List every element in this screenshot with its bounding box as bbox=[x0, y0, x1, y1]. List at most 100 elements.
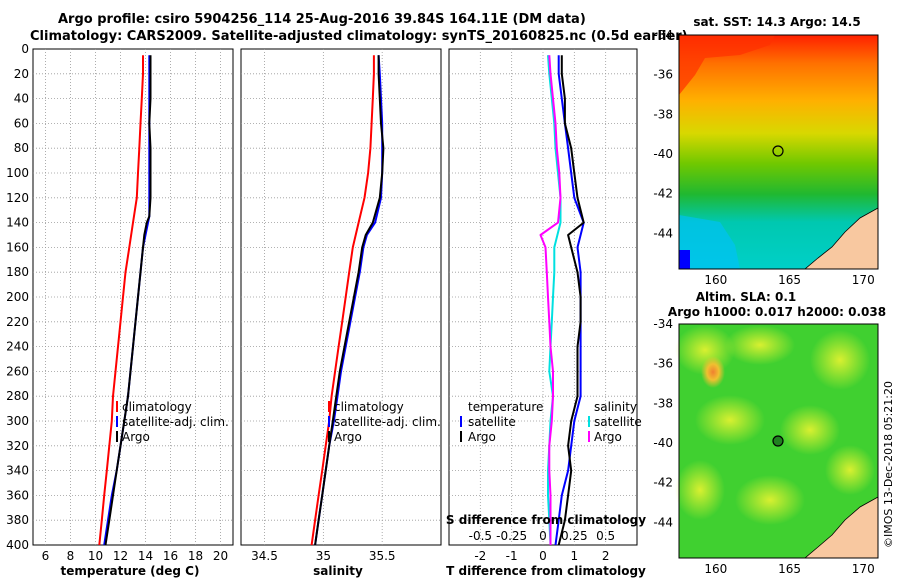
depth-tick-label: 280 bbox=[6, 389, 29, 403]
sst-map-frame bbox=[678, 34, 879, 270]
legend-title-temperature: temperature bbox=[468, 400, 543, 414]
legend-label-satellite: satellite-adj. clim. bbox=[122, 415, 229, 429]
legend-label-climatology: climatology bbox=[122, 400, 192, 414]
sst-map-title: sat. SST: 14.3 Argo: 14.5 bbox=[693, 15, 860, 29]
map-lat-tick-label: -38 bbox=[653, 107, 673, 121]
t-difference-axis-label: T difference from climatology bbox=[446, 564, 646, 578]
salinity-axis-label: salinity bbox=[313, 564, 363, 578]
sla-blob bbox=[725, 325, 795, 365]
map-lon-tick-label: 165 bbox=[778, 562, 801, 576]
temperature-x-tick-label: 6 bbox=[42, 549, 50, 563]
difference-series-t-argo bbox=[557, 55, 585, 546]
data-layer bbox=[98, 55, 585, 546]
s-difference-tick-label: 0.25 bbox=[561, 529, 588, 543]
header-line-1: Argo profile: csiro 5904256_114 25-Aug-2… bbox=[58, 12, 586, 27]
depth-tick-label: 200 bbox=[6, 290, 29, 304]
label-layer: 6 8 10 12 14 16 18 2002040608010012014016018020… bbox=[6, 28, 875, 576]
temperature-x-tick-label: 14 bbox=[138, 549, 153, 563]
map-lat-tick-label: -34 bbox=[653, 317, 673, 331]
depth-tick-label: 220 bbox=[6, 315, 29, 329]
difference-x-tick-label: 0 bbox=[539, 549, 547, 563]
salinity-x-tick-label: 35.5 bbox=[369, 549, 396, 563]
difference-x-tick-label: 1 bbox=[571, 549, 579, 563]
legend-label-t-satellite: satellite bbox=[468, 415, 516, 429]
map-lon-tick-label: 170 bbox=[852, 273, 875, 287]
sst-argo-location-marker bbox=[772, 145, 784, 157]
sla-blob bbox=[825, 445, 875, 495]
legend-label-argo: Argo bbox=[334, 430, 362, 444]
depth-tick-label: 300 bbox=[6, 414, 29, 428]
depth-tick-label: 240 bbox=[6, 340, 29, 354]
temperature-x-tick-label: 12 bbox=[113, 549, 128, 563]
map-lon-tick-label: 160 bbox=[704, 562, 727, 576]
sst-map bbox=[678, 34, 879, 270]
difference-x-tick-label: -2 bbox=[474, 549, 486, 563]
map-lat-tick-label: -42 bbox=[653, 187, 673, 201]
salinity-series-climatology bbox=[310, 55, 375, 546]
grid-layer bbox=[33, 49, 637, 545]
difference-series-t-satellite bbox=[554, 55, 585, 546]
sla-blob bbox=[780, 405, 840, 455]
sla-map bbox=[675, 323, 879, 559]
depth-tick-label: 60 bbox=[14, 116, 29, 130]
depth-tick-label: 360 bbox=[6, 488, 29, 502]
temperature-x-tick-label: 10 bbox=[88, 549, 103, 563]
difference-series-s-argo bbox=[539, 55, 562, 545]
difference-x-tick-label: 2 bbox=[602, 549, 610, 563]
sla-blob bbox=[735, 475, 805, 525]
s-difference-tick-label: 0 bbox=[539, 529, 547, 543]
depth-tick-label: 0 bbox=[21, 42, 29, 56]
map-lat-tick-label: -38 bbox=[653, 396, 673, 410]
map-lat-tick-label: -40 bbox=[653, 147, 673, 161]
map-lat-tick-label: -44 bbox=[653, 226, 673, 240]
temperature-x-tick-label: 16 bbox=[163, 549, 178, 563]
depth-tick-label: 380 bbox=[6, 513, 29, 527]
sla-blob bbox=[695, 395, 765, 445]
depth-tick-label: 400 bbox=[6, 538, 29, 552]
depth-tick-label: 20 bbox=[14, 67, 29, 81]
temperature-x-tick-label: 18 bbox=[188, 549, 203, 563]
map-lat-tick-label: -44 bbox=[653, 515, 673, 529]
depth-tick-label: 120 bbox=[6, 191, 29, 205]
temperature-legend: climatology satellite-adj. clim. Argo bbox=[116, 400, 229, 444]
map-lat-tick-label: -40 bbox=[653, 436, 673, 450]
depth-tick-label: 160 bbox=[6, 240, 29, 254]
difference-legend: temperature satellite Argo salinity sate… bbox=[460, 400, 642, 444]
sla-map-frame bbox=[678, 323, 879, 559]
s-difference-tick-label: -0.25 bbox=[496, 529, 527, 543]
temperature-series-climatology bbox=[98, 55, 144, 546]
legend-label-satellite: satellite-adj. clim. bbox=[334, 415, 441, 429]
depth-tick-label: 40 bbox=[14, 92, 29, 106]
map-lat-tick-label: -34 bbox=[653, 28, 673, 42]
s-difference-tick-label: 0.5 bbox=[596, 529, 615, 543]
difference-x-tick-label: -1 bbox=[506, 549, 518, 563]
map-lon-tick-label: 160 bbox=[704, 273, 727, 287]
depth-tick-label: 140 bbox=[6, 216, 29, 230]
sla-map-title-1: Altim. SLA: 0.1 bbox=[696, 290, 797, 304]
salinity-x-tick-label: 34.5 bbox=[251, 549, 278, 563]
temperature-x-tick-label: 20 bbox=[213, 549, 228, 563]
legend-label-t-argo: Argo bbox=[468, 430, 496, 444]
depth-tick-label: 100 bbox=[6, 166, 29, 180]
depth-tick-label: 180 bbox=[6, 265, 29, 279]
temperature-series-satellite-adj-clim- bbox=[103, 55, 151, 546]
legend-label-s-argo: Argo bbox=[594, 430, 622, 444]
map-lat-tick-label: -36 bbox=[653, 357, 673, 371]
salinity-x-tick-label: 35 bbox=[316, 549, 331, 563]
map-lat-tick-label: -36 bbox=[653, 68, 673, 82]
sst-warm-patch bbox=[679, 35, 775, 95]
sla-argo-location-marker bbox=[772, 435, 784, 447]
legend-label-s-satellite: satellite bbox=[594, 415, 642, 429]
sla-map-title-2: Argo h1000: 0.017 h2000: 0.038 bbox=[668, 305, 886, 319]
sla-blob bbox=[675, 460, 725, 520]
legend-title-salinity: salinity bbox=[594, 400, 637, 414]
legend-label-climatology: climatology bbox=[334, 400, 404, 414]
depth-tick-label: 80 bbox=[14, 141, 29, 155]
s-difference-axis-label: S difference from climatology bbox=[446, 513, 646, 527]
map-lat-tick-label: -42 bbox=[653, 476, 673, 490]
sst-cold-corner bbox=[679, 250, 690, 269]
credit-text: ©IMOS 13-Dec-2018 05:21:20 bbox=[882, 381, 895, 548]
temperature-x-tick-label: 8 bbox=[67, 549, 75, 563]
sla-blob bbox=[810, 330, 870, 390]
